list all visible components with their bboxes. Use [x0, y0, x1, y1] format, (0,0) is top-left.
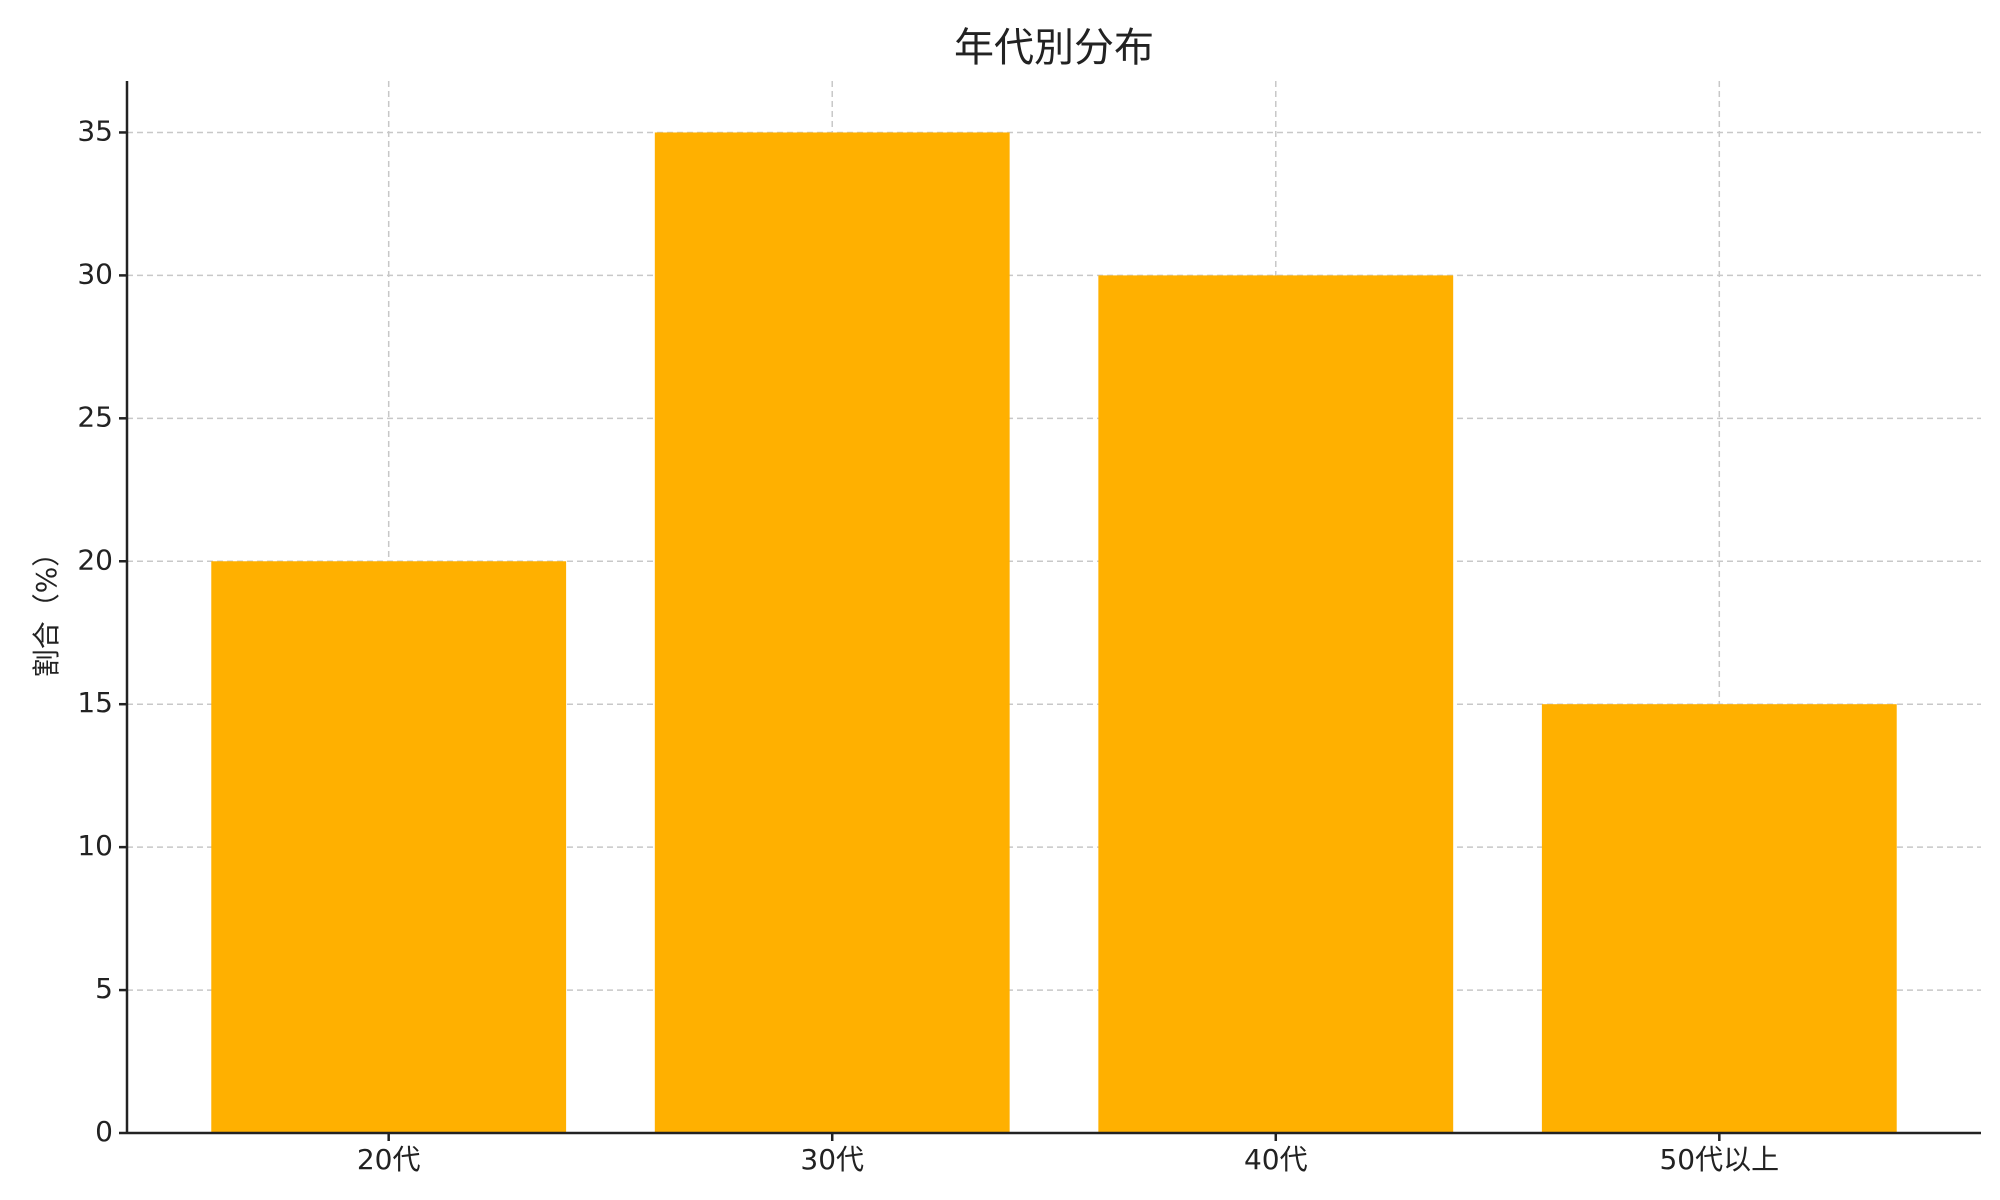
x-tick-label: 40代 [1244, 1143, 1308, 1176]
x-tick-label: 30代 [800, 1143, 864, 1176]
bar [1098, 275, 1454, 1133]
chart-title: 年代別分布 [954, 25, 1154, 71]
y-tick-label: 5 [95, 972, 113, 1005]
x-tick-label: 50代以上 [1659, 1143, 1779, 1176]
bar [1541, 704, 1897, 1133]
y-tick-label: 20 [77, 543, 113, 576]
x-tick-label: 20代 [357, 1143, 421, 1176]
y-tick-label: 30 [77, 257, 113, 290]
y-tick-label: 0 [95, 1115, 113, 1148]
y-tick-label: 25 [77, 400, 113, 433]
bar [654, 132, 1010, 1133]
y-tick-label: 10 [77, 829, 113, 862]
y-axis-label: 割合（%） [30, 539, 63, 678]
y-tick-label: 15 [77, 686, 113, 719]
bar [211, 561, 567, 1133]
y-tick-label: 35 [77, 114, 113, 147]
